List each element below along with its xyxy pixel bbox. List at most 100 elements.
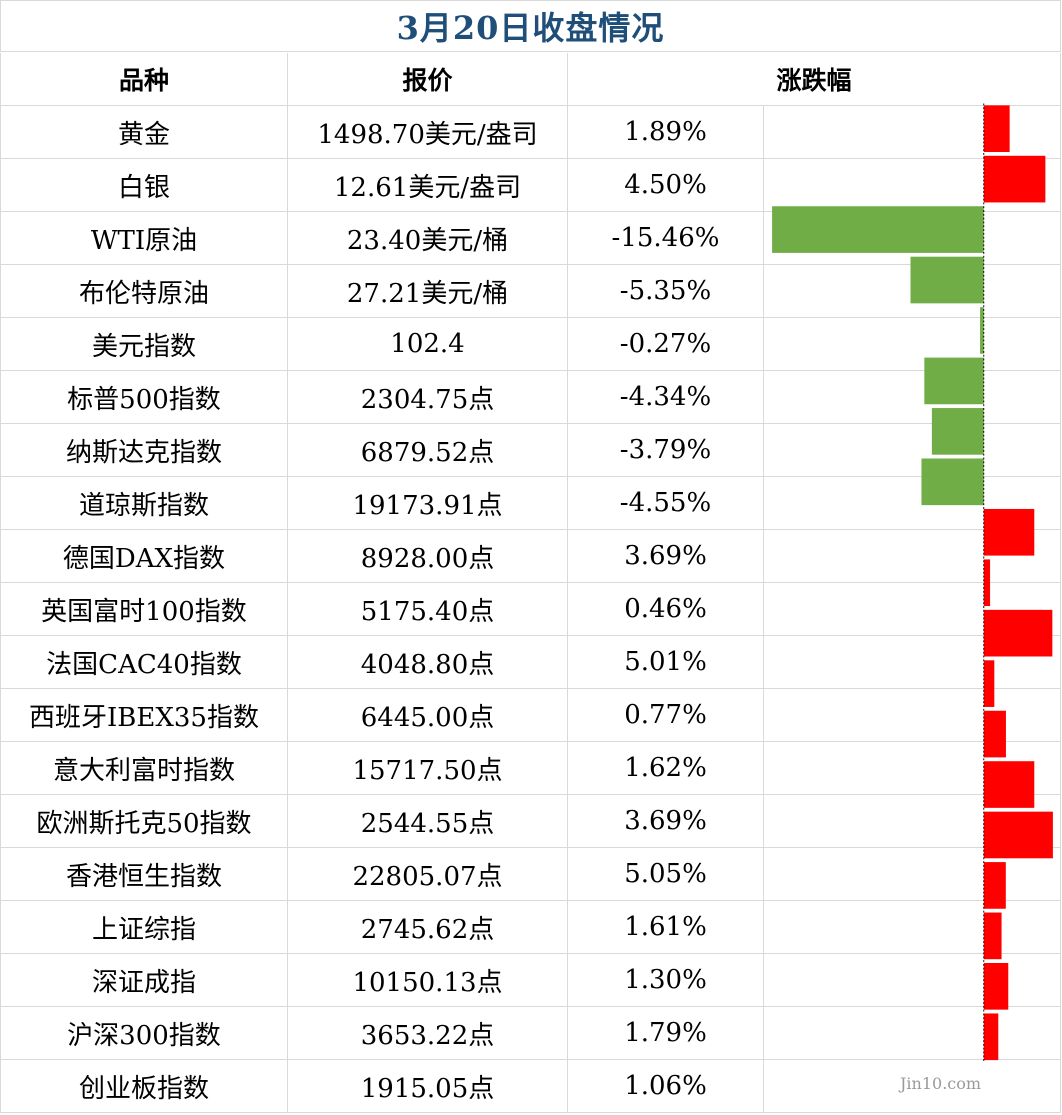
table-row: WTI原油 23.40美元/桶 -15.46%: [0, 212, 1061, 265]
header-name: 品种: [0, 53, 288, 106]
row-change: -4.34%: [568, 371, 764, 424]
row-price: 1498.70美元/盎司: [288, 106, 568, 159]
change-bar: [983, 862, 1006, 909]
row-change: 1.61%: [568, 901, 764, 954]
row-price: 3653.22点: [288, 1007, 568, 1060]
row-bar-cell: [764, 318, 1061, 371]
row-change: 1.79%: [568, 1007, 764, 1060]
row-name: 纳斯达克指数: [0, 424, 288, 477]
row-change: 1.89%: [568, 106, 764, 159]
table-row: 深证成指 10150.13点 1.30%: [0, 954, 1061, 1007]
row-name: 创业板指数: [0, 1060, 288, 1113]
table-row: 上证综指 2745.62点 1.61%: [0, 901, 1061, 954]
row-change: 5.05%: [568, 848, 764, 901]
row-bar-cell: [764, 795, 1061, 848]
row-bar-cell: [764, 530, 1061, 583]
row-name: 美元指数: [0, 318, 288, 371]
row-name: 香港恒生指数: [0, 848, 288, 901]
change-bar: [983, 710, 1006, 758]
row-price: 1915.05点: [288, 1060, 568, 1113]
row-bar-cell: [764, 742, 1061, 795]
change-bar: [983, 912, 1002, 960]
change-bar: [983, 609, 1053, 657]
change-bar: [910, 256, 984, 304]
row-price: 5175.40点: [288, 583, 568, 636]
change-bar: [983, 963, 1009, 1010]
row-change: 1.06%: [568, 1060, 764, 1113]
row-name: 标普500指数: [0, 371, 288, 424]
row-price: 102.4: [288, 318, 568, 371]
change-bar: [980, 307, 984, 354]
table-row: 意大利富时指数 15717.50点 1.62%: [0, 742, 1061, 795]
row-name: 深证成指: [0, 954, 288, 1007]
row-name: 德国DAX指数: [0, 530, 288, 583]
row-name: 上证综指: [0, 901, 288, 954]
row-bar-cell: [764, 1060, 1061, 1113]
header-price: 报价: [288, 53, 568, 106]
row-change: 0.46%: [568, 583, 764, 636]
row-name: 法国CAC40指数: [0, 636, 288, 689]
row-bar-cell: [764, 265, 1061, 318]
change-bar: [983, 1013, 999, 1061]
row-price: 19173.91点: [288, 477, 568, 530]
table-row: 布伦特原油 27.21美元/桶 -5.35%: [0, 265, 1061, 318]
change-bar: [921, 458, 984, 506]
change-bar-chart: [772, 103, 1053, 1062]
change-bar: [983, 155, 1046, 203]
row-price: 8928.00点: [288, 530, 568, 583]
row-bar-cell: [764, 689, 1061, 742]
change-bar: [983, 105, 1010, 152]
row-price: 12.61美元/盎司: [288, 159, 568, 212]
table-row: 道琼斯指数 19173.91点 -4.55%: [0, 477, 1061, 530]
table-row: 白银 12.61美元/盎司 4.50%: [0, 159, 1061, 212]
row-change: 1.30%: [568, 954, 764, 1007]
row-name: 意大利富时指数: [0, 742, 288, 795]
table-row: 德国DAX指数 8928.00点 3.69%: [0, 530, 1061, 583]
row-change: -0.27%: [568, 318, 764, 371]
row-price: 2544.55点: [288, 795, 568, 848]
row-name: 英国富时100指数: [0, 583, 288, 636]
row-change: 1.62%: [568, 742, 764, 795]
row-bar-cell: [764, 901, 1061, 954]
row-bar-cell: [764, 106, 1061, 159]
row-change: 3.69%: [568, 795, 764, 848]
table-row: 创业板指数 1915.05点 1.06%: [0, 1060, 1061, 1113]
row-bar-cell: [764, 954, 1061, 1007]
row-price: 6445.00点: [288, 689, 568, 742]
change-bar: [983, 660, 995, 707]
table-row: 法国CAC40指数 4048.80点 5.01%: [0, 636, 1061, 689]
row-change: -3.79%: [568, 424, 764, 477]
row-change: 3.69%: [568, 530, 764, 583]
row-name: 白银: [0, 159, 288, 212]
row-price: 27.21美元/桶: [288, 265, 568, 318]
change-bar: [983, 508, 1035, 556]
row-change: 4.50%: [568, 159, 764, 212]
table-row: 标普500指数 2304.75点 -4.34%: [0, 371, 1061, 424]
change-bar: [772, 206, 984, 253]
row-name: 黄金: [0, 106, 288, 159]
row-change: -5.35%: [568, 265, 764, 318]
row-change: 5.01%: [568, 636, 764, 689]
row-change: 0.77%: [568, 689, 764, 742]
row-bar-cell: [764, 424, 1061, 477]
row-bar-cell: [764, 477, 1061, 530]
row-price: 23.40美元/桶: [288, 212, 568, 265]
table-row: 香港恒生指数 22805.07点 5.05%: [0, 848, 1061, 901]
row-price: 15717.50点: [288, 742, 568, 795]
row-name: WTI原油: [0, 212, 288, 265]
row-name: 布伦特原油: [0, 265, 288, 318]
row-bar-cell: [764, 583, 1061, 636]
change-bar: [983, 559, 991, 607]
row-price: 2304.75点: [288, 371, 568, 424]
row-name: 欧洲斯托克50指数: [0, 795, 288, 848]
table-row: 西班牙IBEX35指数 6445.00点 0.77%: [0, 689, 1061, 742]
page-title: 3月20日收盘情况: [0, 0, 1061, 52]
change-bar: [931, 408, 984, 455]
row-change: -4.55%: [568, 477, 764, 530]
header-row: 品种 报价 涨跌幅: [0, 53, 1061, 106]
row-bar-cell: [764, 371, 1061, 424]
change-bar: [924, 357, 984, 405]
row-bar-cell: [764, 848, 1061, 901]
table-row: 黄金 1498.70美元/盎司 1.89%: [0, 106, 1061, 159]
